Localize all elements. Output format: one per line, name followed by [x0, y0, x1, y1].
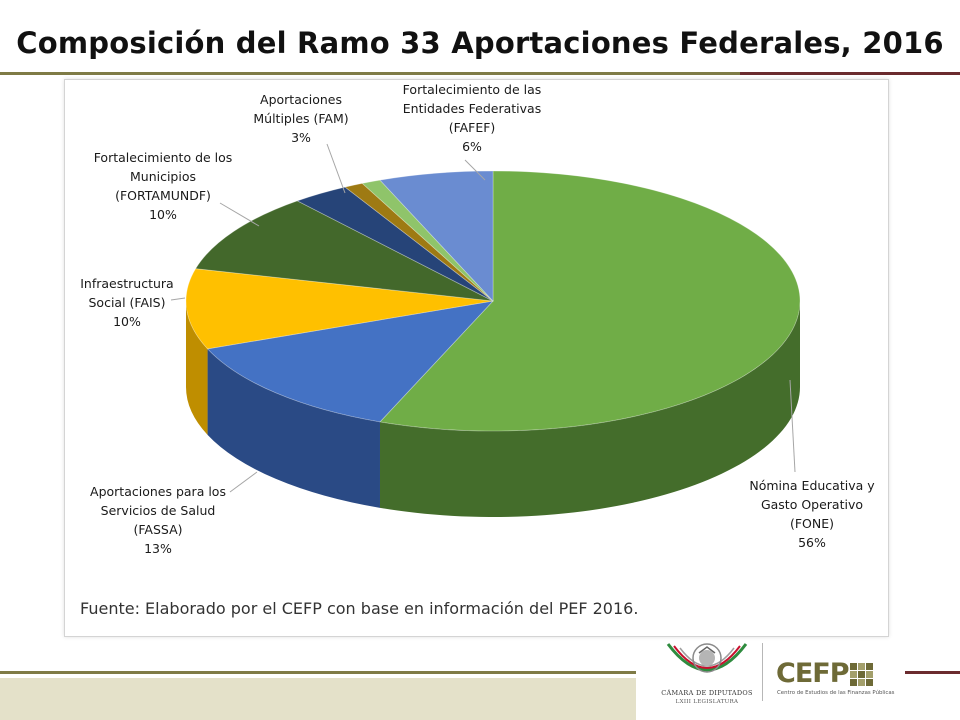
bottom-rule-maroon — [905, 671, 960, 674]
page-title: Composición del Ramo 33 Aportaciones Fed… — [16, 26, 944, 60]
pie-slice-fassa — [206, 300, 495, 423]
pie-slice-fafef — [379, 170, 494, 303]
seal-caption: CÁMARA DE DIPUTADOS — [661, 689, 753, 697]
data-label-name-fassa: Servicios de Salud — [101, 503, 216, 518]
source-note: Fuente: Elaborado por el CEFP con base e… — [80, 599, 639, 618]
leader-line-fortamundf — [219, 202, 260, 227]
pie-slice-small2 — [361, 179, 494, 302]
data-label-name-fortamundf: Fortalecimiento de los — [94, 150, 233, 165]
pie-chart: Nómina Educativa y Gasto Operativo (FONE) 5… — [80, 82, 875, 556]
leader-line-fais — [170, 297, 186, 301]
chamber-seal: CÁMARA DE DIPUTADOS LXIII LEGISLATURA — [648, 636, 766, 720]
logo-separator — [762, 643, 763, 701]
leader-line-fassa — [229, 471, 258, 493]
cefp-grid-icon — [850, 663, 873, 686]
data-label-value-fafef: 6% — [462, 139, 482, 154]
data-label-name-fone: Gasto Operativo — [761, 497, 863, 512]
pie-slice-fam — [296, 186, 494, 302]
data-label-name-fais: Social (FAIS) — [88, 295, 165, 310]
data-label-value-fortamundf: 10% — [149, 207, 177, 222]
bottom-rule-olive — [0, 671, 636, 674]
data-label-name-fone: Nómina Educativa y — [749, 478, 875, 493]
pie-slice-fortamundf — [194, 200, 494, 302]
cefp-logo-subtitle: Centro de Estudios de las Finanzas Públi… — [777, 690, 895, 696]
data-label-name-fassa: (FASSA) — [134, 522, 183, 537]
data-label-name-fone: (FONE) — [790, 516, 834, 531]
pie-slice-fone — [379, 170, 801, 432]
data-label-name-fais: Infraestructura — [80, 276, 173, 291]
data-label-name-fafef: (FAFEF) — [449, 120, 496, 135]
data-label-name-fassa: Aportaciones para los — [90, 484, 226, 499]
pie-side-fais — [186, 301, 208, 435]
pie-slice-small1 — [344, 182, 494, 302]
data-label-value-fone: 56% — [798, 535, 826, 550]
pie-side-fone — [379, 301, 800, 517]
pie-slice-fais — [185, 268, 494, 350]
data-label-name-fafef: Entidades Federativas — [403, 101, 541, 116]
top-rule-maroon — [740, 72, 960, 75]
pie-side-fassa — [207, 348, 380, 508]
chart-panel: Nómina Educativa y Gasto Operativo (FONE) 5… — [64, 79, 889, 637]
data-label-name-fam: Aportaciones — [260, 92, 342, 107]
seal-subcaption: LXIII LEGISLATURA — [675, 699, 739, 705]
data-label-name-fam: Múltiples (FAM) — [253, 111, 348, 126]
data-label-name-fafef: Fortalecimiento de las — [403, 82, 542, 97]
leader-line-fafef — [464, 159, 486, 181]
leader-line-fam — [326, 143, 346, 194]
data-label-value-fassa: 13% — [144, 541, 172, 556]
top-rule-olive — [0, 72, 740, 75]
eagle-seal-icon — [666, 643, 748, 673]
data-label-name-fortamundf: (FORTAMUNDF) — [115, 188, 211, 203]
leader-line-fone — [789, 379, 796, 473]
data-label-value-fam: 3% — [291, 130, 311, 145]
cefp-logo-text: CEFP — [776, 658, 849, 689]
data-label-name-fortamundf: Municipios — [130, 169, 196, 184]
data-label-value-fais: 10% — [113, 314, 141, 329]
bottom-band — [0, 678, 636, 720]
